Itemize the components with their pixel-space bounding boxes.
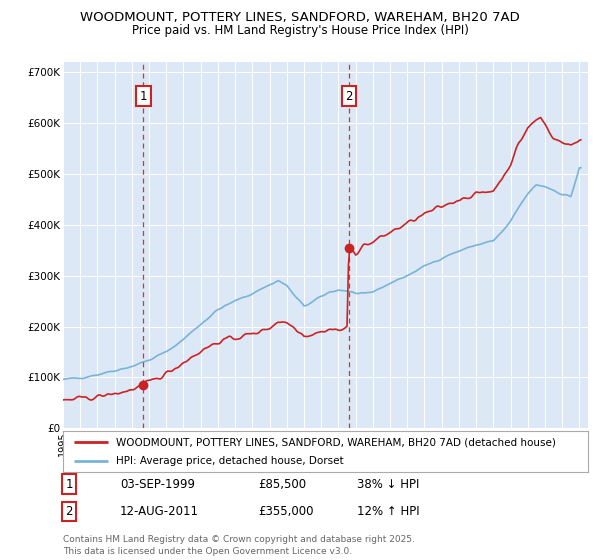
Text: 38% ↓ HPI: 38% ↓ HPI	[357, 478, 419, 491]
Text: 12% ↑ HPI: 12% ↑ HPI	[357, 505, 419, 518]
Text: £355,000: £355,000	[258, 505, 314, 518]
Text: WOODMOUNT, POTTERY LINES, SANDFORD, WAREHAM, BH20 7AD: WOODMOUNT, POTTERY LINES, SANDFORD, WARE…	[80, 11, 520, 24]
Text: 12-AUG-2011: 12-AUG-2011	[120, 505, 199, 518]
Text: 2: 2	[65, 505, 73, 518]
Text: HPI: Average price, detached house, Dorset: HPI: Average price, detached house, Dors…	[115, 456, 343, 465]
Text: 2: 2	[345, 90, 353, 103]
Text: Price paid vs. HM Land Registry's House Price Index (HPI): Price paid vs. HM Land Registry's House …	[131, 24, 469, 36]
Text: 03-SEP-1999: 03-SEP-1999	[120, 478, 195, 491]
Text: 1: 1	[65, 478, 73, 491]
Text: 1: 1	[140, 90, 147, 103]
Text: £85,500: £85,500	[258, 478, 306, 491]
Text: Contains HM Land Registry data © Crown copyright and database right 2025.
This d: Contains HM Land Registry data © Crown c…	[63, 535, 415, 556]
Text: WOODMOUNT, POTTERY LINES, SANDFORD, WAREHAM, BH20 7AD (detached house): WOODMOUNT, POTTERY LINES, SANDFORD, WARE…	[115, 437, 556, 447]
